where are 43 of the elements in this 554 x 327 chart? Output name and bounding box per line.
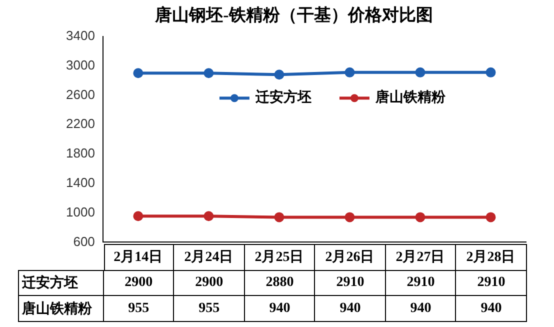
text: 唐山铁精粉 [22, 302, 92, 317]
x-tick-label: 2月24日 [184, 250, 234, 266]
y-tick-label: 1000 [66, 204, 95, 220]
y-tick-label: 3000 [66, 57, 95, 72]
point [133, 211, 144, 222]
y-tick-label: 1400 [66, 174, 95, 190]
data-label: 2910 [336, 275, 364, 292]
point [344, 67, 355, 78]
data-label: 2900 [124, 275, 153, 292]
y-tick-label: 2600 [66, 86, 95, 102]
legend-label: 迁安方坯 [254, 88, 312, 106]
data-label: 940 [480, 300, 502, 317]
point [486, 212, 496, 222]
data-label: 955 [198, 300, 220, 317]
data-label: 2900 [195, 275, 224, 292]
y-tick-label: 1800 [66, 146, 95, 161]
point [415, 212, 426, 222]
x-tick-label: 2月26日 [325, 250, 374, 266]
legend-label: 唐山铁精粉 [374, 88, 446, 106]
x-tick-label: 2月14日 [114, 250, 163, 266]
y-tick-label: 3400 [66, 28, 95, 43]
text: 迁安方坯 [22, 276, 78, 292]
point [204, 211, 214, 222]
chart-title: 唐山钢坯-铁精粉（干基）价格对比图 [154, 6, 433, 25]
data-label: 2880 [266, 275, 294, 292]
y-tick-label: 2200 [66, 116, 95, 132]
x-tick-label: 2月27日 [396, 250, 445, 266]
data-label: 940 [340, 300, 361, 317]
data-label: 940 [410, 300, 432, 317]
point [486, 67, 496, 78]
data-label: 955 [128, 300, 150, 317]
y-tick-label: 600 [73, 234, 95, 249]
x-tick-label: 2月25日 [254, 250, 304, 266]
data-label: 2910 [406, 275, 435, 292]
data-label: 2910 [477, 275, 506, 292]
point [274, 212, 284, 222]
point [204, 68, 214, 78]
point [133, 68, 144, 78]
point [415, 67, 426, 78]
x-tick-label: 2月28日 [466, 250, 516, 266]
data-label: 940 [269, 300, 290, 317]
point [274, 70, 284, 80]
point [344, 212, 355, 222]
